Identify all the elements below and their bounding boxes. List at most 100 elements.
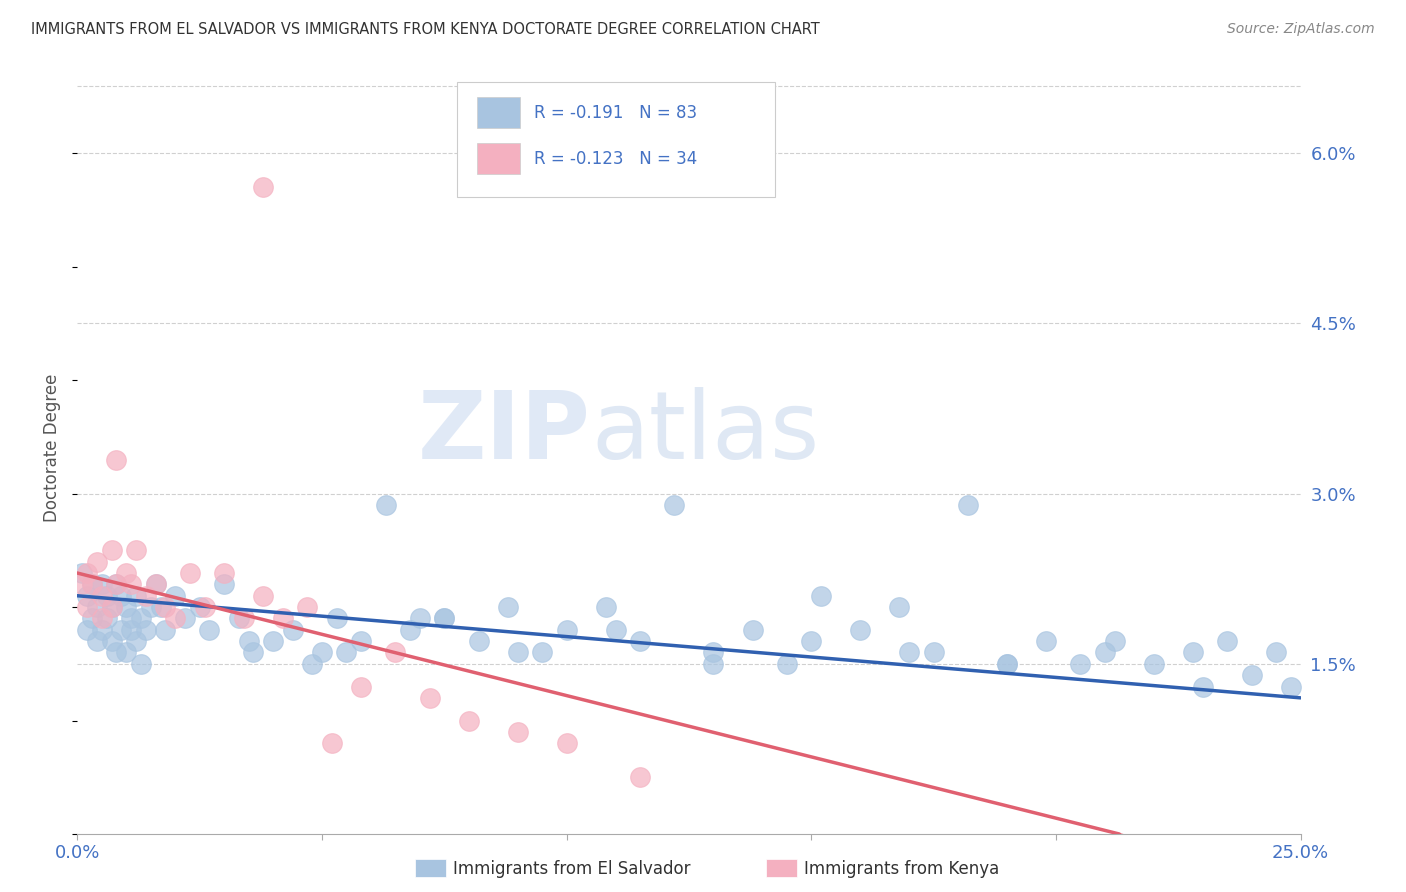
Point [105, 452, 128, 467]
Point [374, 498, 396, 512]
Point [252, 180, 274, 194]
Point [889, 600, 911, 615]
Point [129, 611, 152, 625]
Point [496, 600, 519, 615]
Point [281, 623, 304, 637]
Point [120, 611, 142, 625]
Text: IMMIGRANTS FROM EL SALVADOR VS IMMIGRANTS FROM KENYA DOCTORATE DEGREE CORRELATIO: IMMIGRANTS FROM EL SALVADOR VS IMMIGRANT… [31, 22, 820, 37]
Point [1216, 634, 1239, 648]
Point [193, 600, 215, 615]
Point [70, 577, 93, 591]
Point [120, 623, 142, 637]
Point [321, 736, 343, 750]
Point [1035, 634, 1057, 648]
Point [86, 634, 108, 648]
Point [335, 645, 357, 659]
Point [80, 577, 103, 591]
Point [105, 577, 128, 591]
Point [956, 498, 979, 512]
Point [664, 498, 686, 512]
Point [995, 657, 1018, 671]
Point [419, 690, 441, 705]
Point [1069, 657, 1091, 671]
Point [90, 577, 112, 591]
Point [125, 589, 148, 603]
Point [212, 566, 235, 580]
Point [1104, 634, 1126, 648]
Point [105, 577, 128, 591]
Point [702, 657, 724, 671]
Text: Immigrants from Kenya: Immigrants from Kenya [804, 860, 1000, 878]
Point [135, 623, 157, 637]
Point [605, 623, 627, 637]
FancyBboxPatch shape [477, 97, 520, 128]
FancyBboxPatch shape [457, 82, 775, 197]
Point [1240, 668, 1263, 682]
Point [110, 623, 132, 637]
Point [262, 634, 284, 648]
Point [96, 589, 118, 603]
Point [179, 566, 201, 580]
Point [86, 600, 108, 615]
Point [145, 577, 167, 591]
Point [252, 589, 274, 603]
Point [100, 600, 122, 615]
Point [457, 714, 479, 728]
Point [105, 645, 128, 659]
Point [228, 611, 250, 625]
Point [628, 770, 651, 784]
Point [110, 589, 132, 603]
Point [776, 657, 799, 671]
Point [238, 634, 260, 648]
Point [271, 611, 294, 625]
Point [90, 611, 112, 625]
Text: atlas: atlas [591, 387, 820, 479]
Point [1181, 645, 1204, 659]
Point [810, 589, 832, 603]
Point [1094, 645, 1116, 659]
Point [125, 543, 148, 558]
Point [145, 577, 167, 591]
Point [741, 623, 763, 637]
Point [165, 611, 187, 625]
Point [86, 555, 108, 569]
Point [1143, 657, 1166, 671]
Point [115, 600, 138, 615]
Point [155, 600, 177, 615]
Point [325, 611, 347, 625]
Point [80, 611, 103, 625]
Point [506, 645, 529, 659]
Point [125, 634, 148, 648]
Point [409, 611, 432, 625]
Text: Source: ZipAtlas.com: Source: ZipAtlas.com [1227, 22, 1375, 37]
Point [129, 657, 152, 671]
Point [506, 725, 529, 739]
Point [76, 600, 98, 615]
Point [628, 634, 651, 648]
Point [70, 566, 93, 580]
Point [80, 577, 103, 591]
Point [100, 600, 122, 615]
Point [995, 657, 1018, 671]
Point [135, 589, 157, 603]
Point [100, 634, 122, 648]
Point [433, 611, 456, 625]
Point [76, 589, 98, 603]
Point [849, 623, 872, 637]
Point [242, 645, 264, 659]
Point [800, 634, 823, 648]
Point [90, 623, 112, 637]
Text: R = -0.123   N = 34: R = -0.123 N = 34 [534, 150, 697, 168]
Point [76, 623, 98, 637]
Point [198, 623, 221, 637]
Point [297, 600, 319, 615]
Point [188, 600, 211, 615]
Text: Immigrants from El Salvador: Immigrants from El Salvador [453, 860, 690, 878]
Point [139, 600, 162, 615]
Point [350, 680, 373, 694]
Point [433, 611, 456, 625]
Point [149, 600, 172, 615]
Point [212, 577, 235, 591]
Y-axis label: Doctorate Degree: Doctorate Degree [44, 374, 62, 523]
Point [399, 623, 422, 637]
